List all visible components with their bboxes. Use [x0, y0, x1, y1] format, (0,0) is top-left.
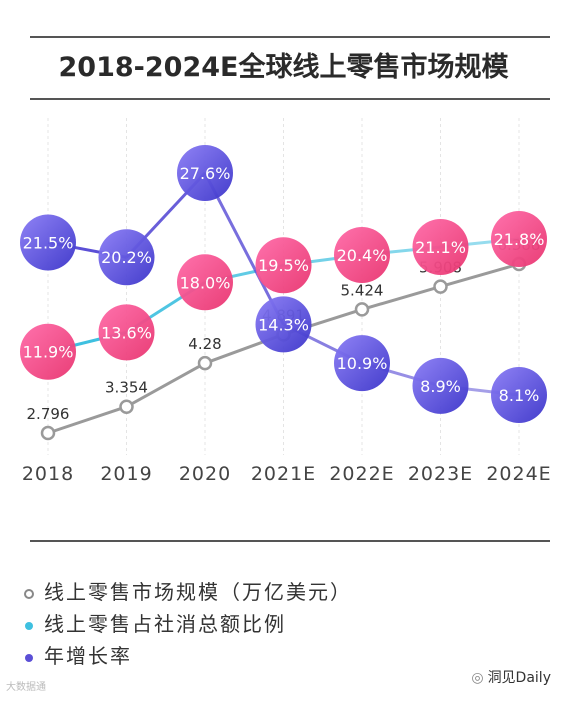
market-size-point — [40, 425, 56, 441]
x-tick-label: 2018 — [22, 463, 74, 485]
title-bottom-rule — [30, 98, 550, 100]
chat-bubble-icon: ◎ — [471, 670, 484, 686]
growth-bubble — [98, 229, 155, 286]
share-bubble — [491, 211, 547, 268]
growth-label: 8.1% — [499, 386, 540, 405]
share-bubble — [334, 226, 390, 283]
legend-top-rule — [30, 540, 550, 542]
market-size-label: 2.796 — [27, 405, 70, 423]
market-size-label: 3.354 — [105, 379, 148, 397]
chart-canvas: 2.7963.3544.284.8915.4245.9086.38811.9%1… — [20, 118, 551, 485]
share-label: 19.5% — [258, 256, 309, 275]
growth-bubble — [20, 214, 76, 271]
watermark: ◎ 洞见Daily — [471, 667, 551, 687]
legend-item-market-size: 线上零售市场规模（万亿美元） — [22, 578, 352, 606]
share-label: 11.9% — [23, 343, 74, 362]
market-size-point — [197, 355, 213, 371]
share-bubble — [177, 254, 233, 311]
growth-bubble — [491, 367, 547, 423]
growth-label: 21.5% — [23, 233, 74, 252]
corner-watermark: 大数据通 — [6, 682, 46, 693]
share-label: 18.0% — [180, 273, 231, 292]
share-label: 21.8% — [494, 230, 545, 249]
growth-bubble — [177, 145, 233, 201]
legend-item-share: 线上零售占社消总额比例 — [22, 610, 286, 638]
x-tick-label: 2019 — [100, 463, 152, 485]
data-marks: 2.7963.3544.284.8915.4245.9086.38811.9%1… — [20, 145, 547, 441]
purple-dot-icon — [22, 642, 36, 670]
watermark-text: 洞见Daily — [487, 670, 551, 686]
market-size-point — [433, 279, 448, 294]
x-tick-label: 2024E — [486, 463, 551, 485]
x-tick-label: 2023E — [408, 463, 473, 485]
growth-label: 20.2% — [101, 248, 152, 267]
market-size-label: 5.424 — [341, 281, 384, 299]
x-tick-label: 2020 — [179, 463, 231, 485]
title-top-rule — [30, 36, 550, 38]
hollow-circle-icon — [22, 578, 36, 606]
legend-label-market-size: 线上零售市场规模（万亿美元） — [44, 580, 352, 604]
share-label: 20.4% — [337, 246, 388, 265]
cyan-dot-icon — [22, 610, 36, 638]
market-size-label: 4.28 — [188, 335, 221, 353]
share-label: 21.1% — [415, 238, 466, 257]
growth-bubble — [255, 296, 312, 353]
series-line-growth-segment — [203, 172, 285, 326]
x-tick-label: 2022E — [329, 463, 394, 485]
legend-label-share: 线上零售占社消总额比例 — [44, 612, 286, 636]
legend-item-growth: 年增长率 — [22, 642, 132, 670]
x-tick-label: 2021E — [251, 463, 316, 485]
market-size-point — [354, 302, 370, 317]
share-label: 13.6% — [101, 323, 152, 342]
growth-label: 14.3% — [258, 315, 309, 334]
growth-label: 10.9% — [337, 354, 388, 373]
growth-bubble — [412, 357, 469, 414]
share-bubble — [98, 304, 155, 361]
growth-label: 8.9% — [420, 377, 461, 396]
share-bubble — [255, 237, 312, 294]
share-bubble — [20, 323, 76, 380]
legend-label-growth: 年增长率 — [44, 644, 132, 668]
growth-bubble — [334, 335, 390, 392]
share-bubble — [412, 219, 469, 275]
chart-title: 2018-2024E全球线上零售市场规模 — [58, 52, 509, 83]
x-axis-labels: 2018 2019 2020 2021E 2022E 2023E 2024E — [22, 463, 551, 485]
market-size-point — [119, 399, 134, 414]
growth-label: 27.6% — [180, 164, 231, 183]
